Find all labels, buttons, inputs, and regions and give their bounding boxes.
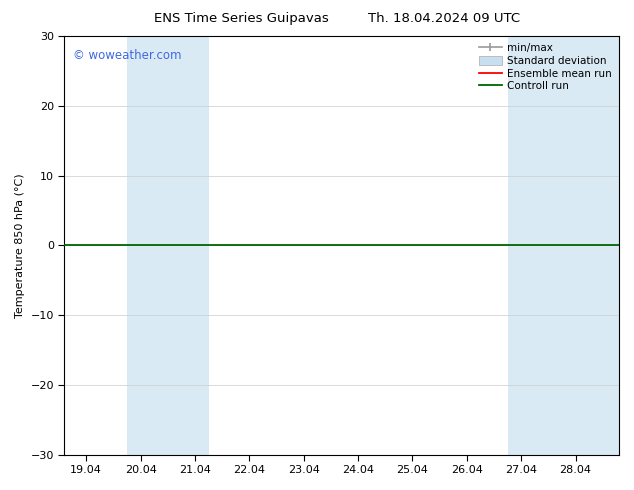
- Bar: [127, 36, 209, 455]
- Y-axis label: Temperature 850 hPa (°C): Temperature 850 hPa (°C): [15, 173, 25, 318]
- Text: Th. 18.04.2024 09 UTC: Th. 18.04.2024 09 UTC: [368, 12, 520, 25]
- Text: © woweather.com: © woweather.com: [73, 49, 181, 62]
- Text: ENS Time Series Guipavas: ENS Time Series Guipavas: [153, 12, 328, 25]
- Legend: min/max, Standard deviation, Ensemble mean run, Controll run: min/max, Standard deviation, Ensemble me…: [477, 41, 614, 93]
- Bar: [508, 36, 619, 455]
